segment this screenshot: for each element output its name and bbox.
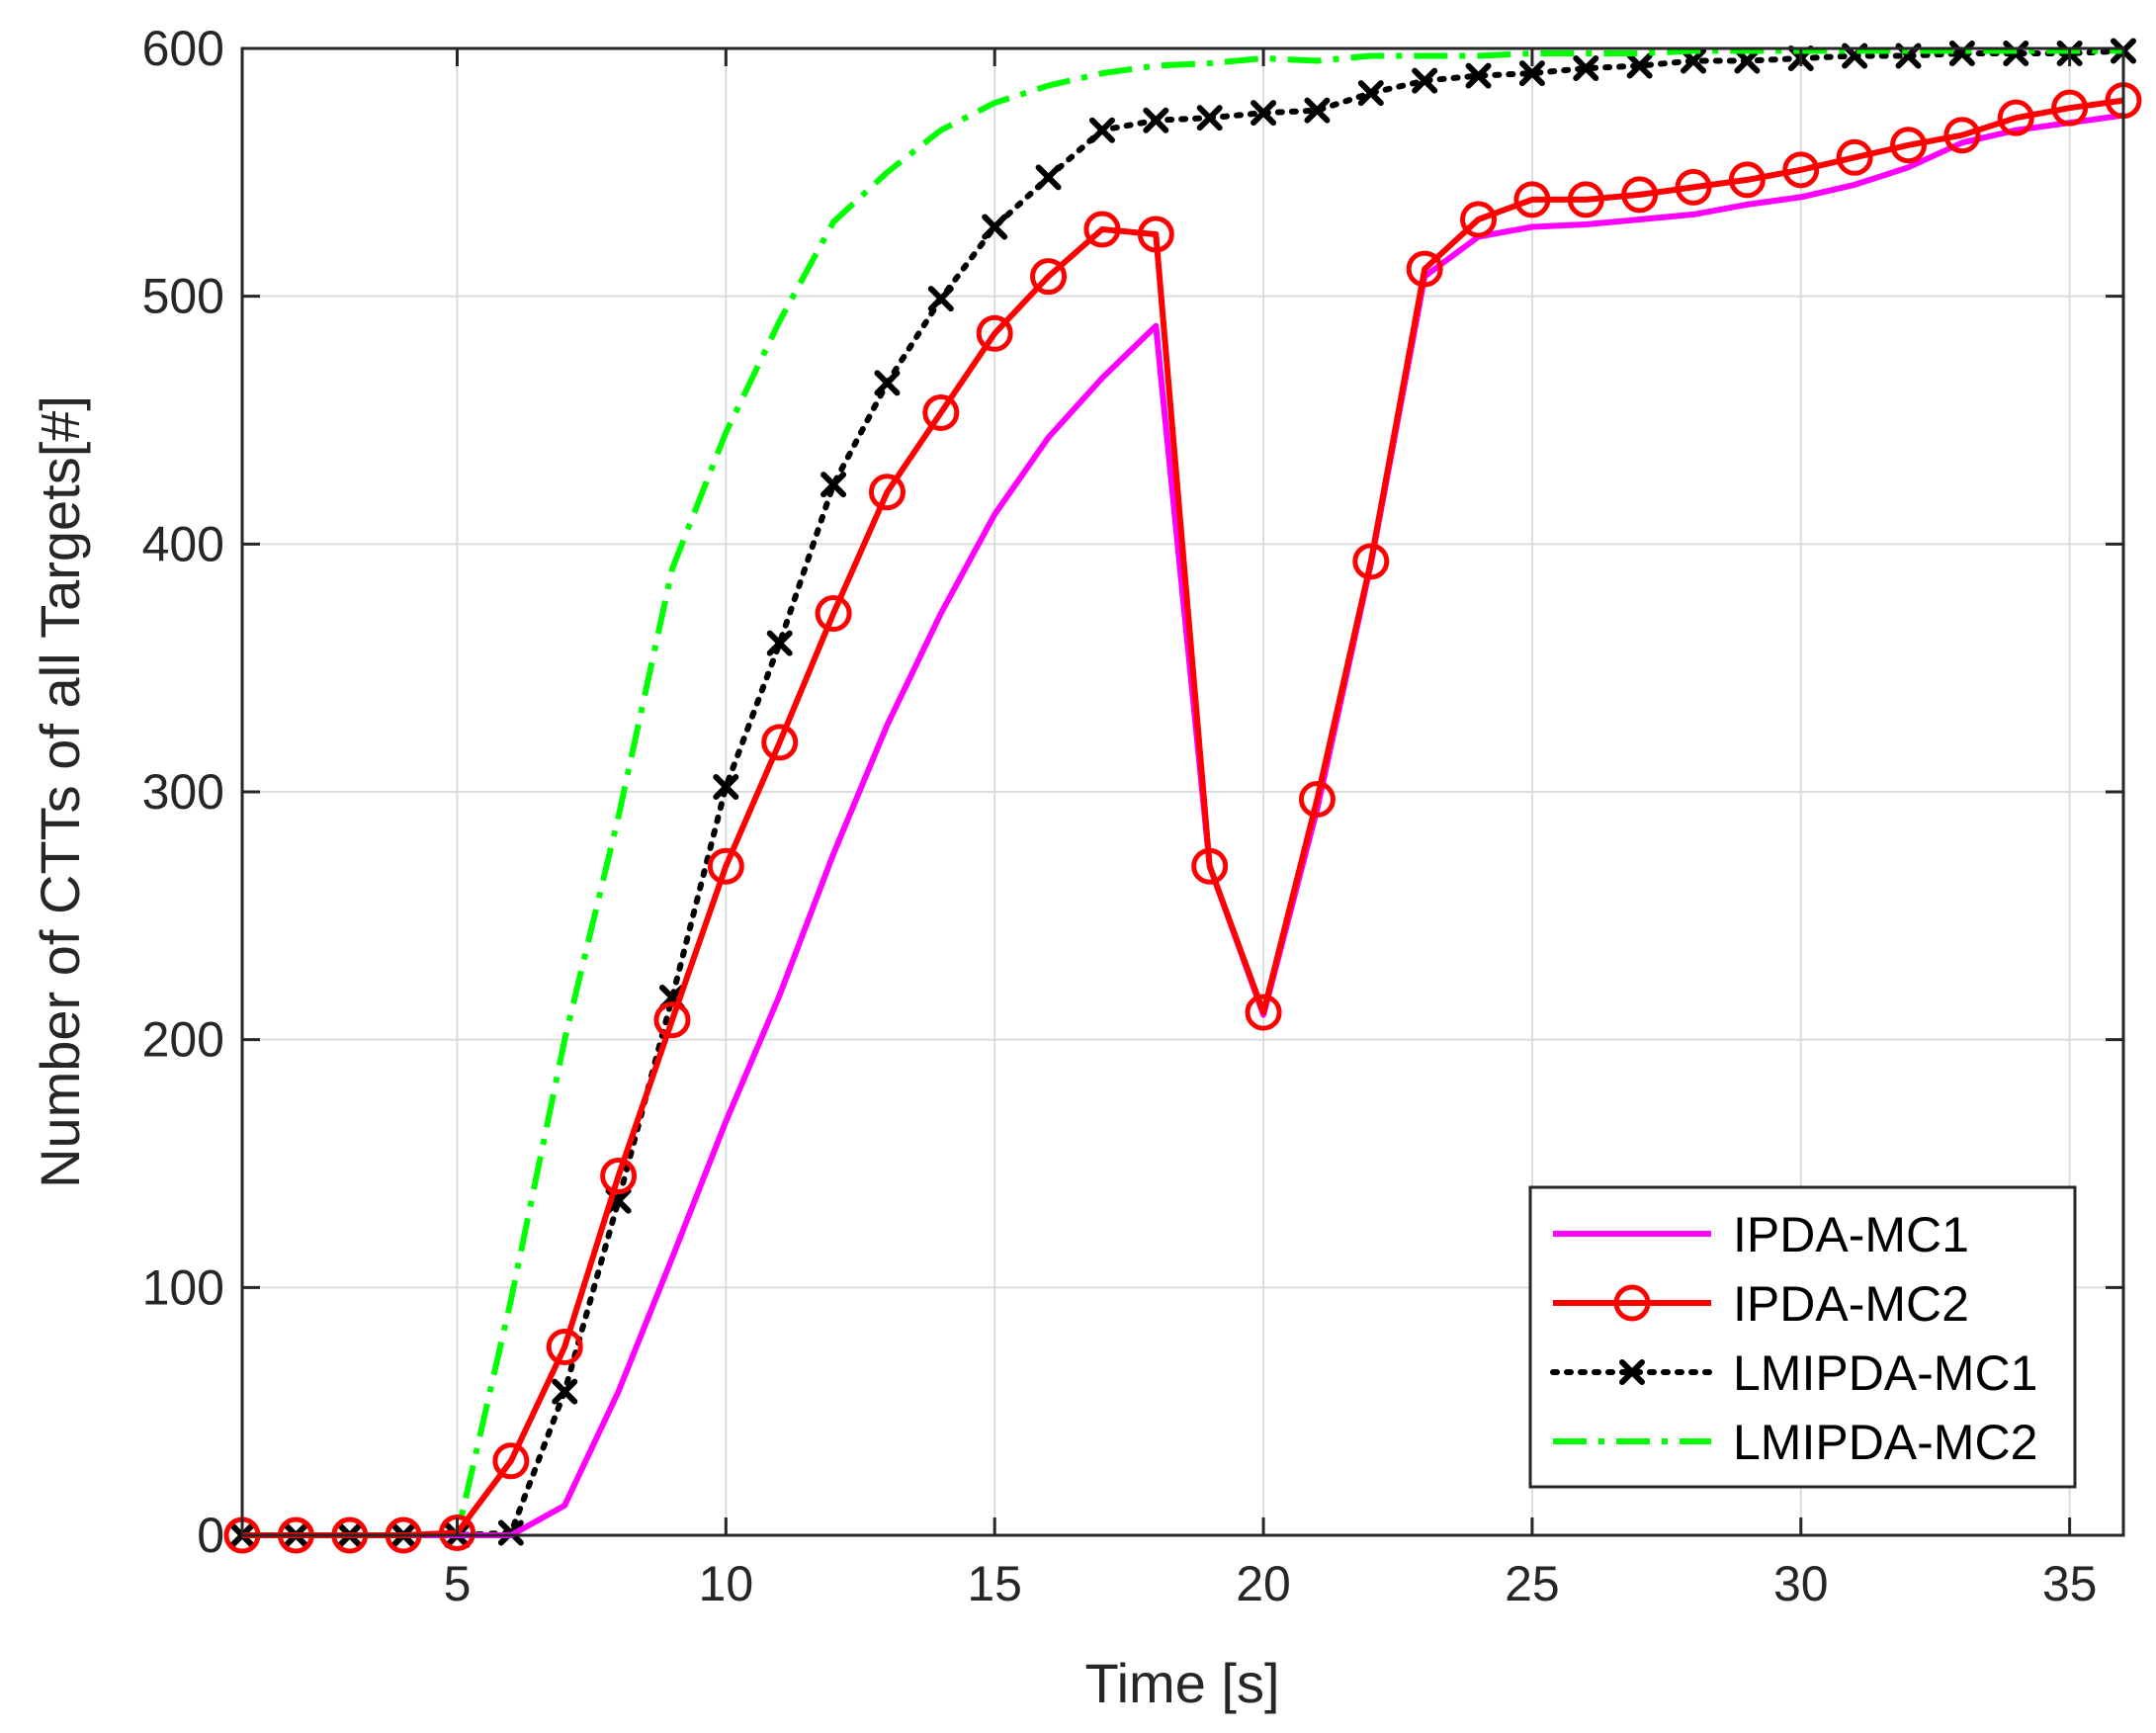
legend-label: IPDA-MC1 <box>1733 1207 1969 1262</box>
y-tick-label: 100 <box>142 1259 224 1315</box>
data-point-circle <box>1997 99 2034 136</box>
data-point-x <box>1518 60 1545 87</box>
data-point-x <box>1734 47 1761 74</box>
series-line <box>242 97 2124 1538</box>
legend: IPDA-MC1 IPDA-MC2 LMIPDA-MC1 LMIPDA-MC2 <box>1528 1185 2077 1489</box>
series-line <box>242 112 2124 1538</box>
y-tick-label: 500 <box>142 269 224 324</box>
y-tick-label: 600 <box>142 21 224 76</box>
data-point-circle <box>976 314 1013 352</box>
data-point-x <box>1250 100 1277 127</box>
data-point-x <box>1357 80 1384 107</box>
data-point-circle <box>492 1442 530 1480</box>
legend-label: LMIPDA-MC2 <box>1733 1415 2037 1470</box>
data-point-circle <box>1245 994 1282 1031</box>
data-point-x <box>1948 41 1975 67</box>
data-point-circle <box>438 1514 475 1551</box>
x-tick-label: 30 <box>1773 1556 1829 1611</box>
data-point-x <box>1465 62 1492 89</box>
series-line <box>242 47 2123 1538</box>
x-tick-label: 20 <box>1236 1556 1291 1611</box>
data-point-circle <box>1083 211 1121 248</box>
y-tick-label: 300 <box>142 764 224 820</box>
data-point-x <box>713 773 739 800</box>
data-point-circle <box>1890 127 1928 164</box>
legend-item: LMIPDA-MC1 <box>1550 1345 2037 1401</box>
data-point-circle <box>1137 216 1174 253</box>
data-point-x <box>1412 67 1438 94</box>
data-point-circle <box>761 724 799 761</box>
data-point-circle <box>2051 89 2089 127</box>
data-point-x <box>766 630 793 656</box>
data-point-x <box>1143 107 1169 133</box>
legend-item: IPDA-MC1 <box>1553 1207 1969 1262</box>
x-tick-label: 10 <box>699 1556 754 1611</box>
series-line <box>239 47 2126 1538</box>
data-point-circle <box>600 1158 638 1195</box>
data-point-x <box>1681 47 1707 74</box>
y-tick-label: 400 <box>142 516 224 571</box>
series-ipda-mc2 <box>223 82 2142 1554</box>
x-tick-label: 35 <box>2042 1556 2098 1611</box>
x-axis-label: Time [s] <box>1084 1652 1279 1714</box>
x-tick-label: 25 <box>1505 1556 1560 1611</box>
data-point-x <box>1304 97 1331 124</box>
y-tick-label: 0 <box>197 1508 224 1563</box>
data-point-circle <box>868 474 906 511</box>
data-point-circle <box>1406 250 1443 288</box>
data-point-circle <box>1352 543 1390 580</box>
legend-item: LMIPDA-MC2 <box>1553 1415 2037 1470</box>
data-point-x <box>874 370 901 396</box>
data-point-x <box>1035 164 1062 191</box>
data-point-circle <box>1675 168 1712 206</box>
data-point-circle <box>1621 176 1659 214</box>
data-point-circle <box>1613 1284 1651 1322</box>
data-point-x <box>1088 117 1115 143</box>
data-point-x <box>820 472 847 498</box>
y-axis-label: Number of CTTs of all Targets[#] <box>29 395 91 1188</box>
y-tick-label: 200 <box>142 1012 224 1068</box>
data-point-circle <box>1728 161 1766 199</box>
data-point-x <box>1626 52 1653 79</box>
data-point-circle <box>1513 181 1551 218</box>
data-point-circle <box>1298 781 1336 819</box>
data-point-x <box>1619 1359 1645 1385</box>
series-ipda-mc1 <box>242 112 2124 1538</box>
data-point-circle <box>1191 847 1229 885</box>
series-layer <box>223 38 2142 1554</box>
data-point-circle <box>1943 117 1981 154</box>
data-point-x <box>927 286 954 312</box>
ticks: 5 10 15 20 25 30 35 0 100 200 300 400 500 600 <box>142 21 2123 1611</box>
data-point-circle <box>922 393 960 431</box>
data-point-circle <box>1567 181 1604 218</box>
data-point-x <box>552 1378 578 1405</box>
legend-box <box>1528 1185 2077 1489</box>
data-point-circle <box>546 1328 583 1365</box>
x-tick-label: 15 <box>967 1556 1022 1611</box>
legend-label: LMIPDA-MC1 <box>1733 1345 2037 1401</box>
data-point-x <box>1573 55 1599 82</box>
data-point-circle <box>1836 138 1873 176</box>
data-point-x <box>982 214 1008 240</box>
legend-label: IPDA-MC2 <box>1733 1276 1969 1332</box>
data-point-circle <box>1030 258 1068 296</box>
series-lmipda-mc2 <box>242 47 2123 1538</box>
data-point-x <box>1196 105 1223 131</box>
data-point-circle <box>653 1001 691 1039</box>
x-tick-label: 5 <box>444 1556 472 1611</box>
data-point-circle <box>1460 201 1498 238</box>
data-point-circle <box>1782 151 1820 189</box>
data-point-circle <box>707 847 744 885</box>
data-point-circle <box>815 595 852 633</box>
legend-item: IPDA-MC2 <box>1553 1276 1969 1332</box>
